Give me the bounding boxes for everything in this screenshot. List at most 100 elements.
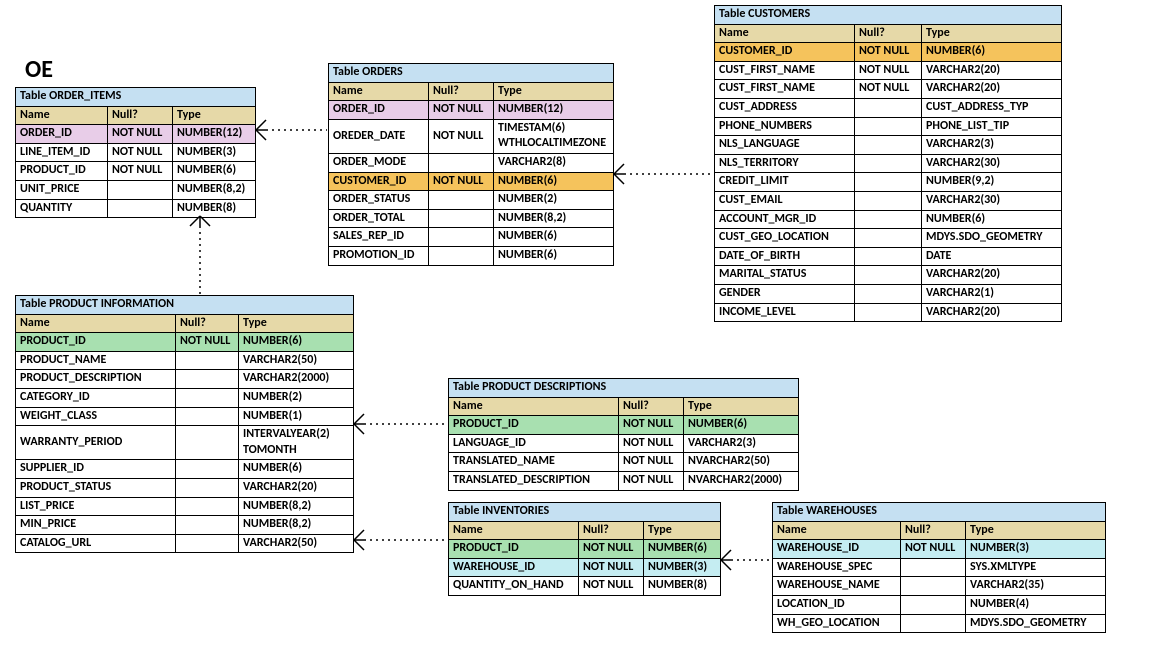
col-type: VARCHAR2(30) [922,191,1062,210]
col-null [176,460,239,479]
col-null: NOT NULL [901,540,966,559]
col-name: ORDER_TOTAL [329,209,429,228]
table-row: PRODUCT_IDNOT NULLNUMBER(6) [16,333,354,352]
col-type: INTERVALYEAR(2)TOMONTH [239,426,354,460]
col-type: NUMBER(8,2) [239,516,354,535]
col-null [901,558,966,577]
col-null: NOT NULL [429,101,494,120]
col-type: VARCHAR2(3) [684,434,799,453]
table-row: SUPPLIER_IDNUMBER(6) [16,460,354,479]
col-null [901,577,966,596]
col-type: NUMBER(2) [239,388,354,407]
table-row: ORDER_MODE VARCHAR2(8) [329,153,614,172]
col-type: NUMBER(8) [173,199,256,218]
column-header: Name [16,106,108,125]
col-name: ORDER_MODE [329,153,429,172]
col-type: VARCHAR2(20) [239,478,354,497]
col-null [429,228,494,247]
table-row: QUANTITY_ON_HANDNOT NULLNUMBER(8) [449,577,721,596]
table-row: LANGUAGE_IDNOT NULLVARCHAR2(3) [449,434,799,453]
col-type: SYS.XMLTYPE [966,558,1106,577]
table-customers: Table CUSTOMERSNameNull?TypeCUSTOMER_IDN… [714,5,1062,322]
table-row: UNIT_PRICENUMBER(8,2) [16,180,256,199]
col-name: DATE_OF_BIRTH [715,247,855,266]
table-row: ORDER_IDNOT NULLNUMBER(12) [329,101,614,120]
col-null: NOT NULL [108,143,173,162]
table-row: CUST_GEO_LOCATIONMDYS.SDO_GEOMETRY [715,229,1062,248]
column-header: Null? [579,521,644,540]
col-name: ORDER_ID [329,101,429,120]
col-name: LIST_PRICE [16,497,176,516]
table-inventories: Table INVENTORIESNameNull?TypePRODUCT_ID… [448,502,721,596]
col-type: VARCHAR2(20) [922,266,1062,285]
table-row: MARITAL_STATUS VARCHAR2(20) [715,266,1062,285]
col-null: NOT NULL [579,540,644,559]
col-name: NLS_TERRITORY [715,154,855,173]
table-row: WAREHOUSE_NAMEVARCHAR2(35) [773,577,1106,596]
col-null: NOT NULL [619,453,684,472]
column-header: Type [966,521,1106,540]
col-null [176,351,239,370]
column-header: Name [449,397,619,416]
column-header: Null? [619,397,684,416]
col-null [855,284,922,303]
col-null [176,426,239,460]
table-row: SALES_REP_IDNUMBER(6) [329,228,614,247]
col-type: NUMBER(6) [494,172,614,191]
col-type: NUMBER(6) [684,416,799,435]
col-type: NUMBER(9,2) [922,173,1062,192]
table-row: CUST_EMAILVARCHAR2(30) [715,191,1062,210]
col-name: INCOME_LEVEL [715,303,855,322]
col-null [176,407,239,426]
table-title: Table ORDER_ITEMS [16,88,256,107]
table-title: Table ORDERS [329,64,614,83]
col-null [855,117,922,136]
table-orders: Table ORDERSNameNull?TypeORDER_IDNOT NUL… [328,63,614,266]
col-null: NOT NULL [108,125,173,144]
table-row: CATEGORY_ID NUMBER(2) [16,388,354,407]
table-row: PRODUCT_DESCRIPTIONVARCHAR2(2000) [16,370,354,389]
col-type: NUMBER(3) [966,540,1106,559]
col-type: VARCHAR2(8) [494,153,614,172]
col-name: CUST_ADDRESS [715,98,855,117]
table-row: LIST_PRICENUMBER(8,2) [16,497,354,516]
column-header: Null? [855,24,922,43]
col-name: SUPPLIER_ID [16,460,176,479]
col-type: VARCHAR2(20) [922,80,1062,99]
table-row: ACCOUNT_MGR_IDNUMBER(6) [715,210,1062,229]
col-null: NOT NULL [429,119,494,153]
col-name: CATEGORY_ID [16,388,176,407]
col-name: PRODUCT_DESCRIPTION [16,370,176,389]
col-name: MIN_PRICE [16,516,176,535]
table-row: ORDER_IDNOT NULLNUMBER(12) [16,125,256,144]
col-null: NOT NULL [619,416,684,435]
column-header: Name [16,314,176,333]
col-name: PROMOTION_ID [329,246,429,265]
col-name: MARITAL_STATUS [715,266,855,285]
col-type: NUMBER(12) [494,101,614,120]
col-type: NUMBER(6) [494,246,614,265]
col-type: NUMBER(6) [173,162,256,181]
col-name: CATALOG_URL [16,534,176,553]
column-header: Name [715,24,855,43]
col-name: QUANTITY_ON_HAND [449,577,579,596]
table-row: WH_GEO_LOCATIONMDYS.SDO_GEOMETRY [773,614,1106,633]
col-type: VARCHAR2(30) [922,154,1062,173]
schema-title: OE [25,55,53,84]
col-null [108,199,173,218]
col-type: MDYS.SDO_GEOMETRY [966,614,1106,633]
col-name: NLS_LANGUAGE [715,136,855,155]
table-row: PRODUCT_IDNOT NULLNUMBER(6) [449,416,799,435]
col-type: VARCHAR2(20) [922,61,1062,80]
col-null [855,210,922,229]
col-null [901,614,966,633]
table-row: CUST_FIRST_NAMENOT NULLVARCHAR2(20) [715,80,1062,99]
table-row: PRODUCT_IDNOT NULLNUMBER(6) [449,540,721,559]
col-name: PHONE_NUMBERS [715,117,855,136]
col-name: SALES_REP_ID [329,228,429,247]
col-null: NOT NULL [855,80,922,99]
table-product_information: Table PRODUCT INFORMATIONNameNull?TypePR… [15,295,354,553]
column-header: Name [773,521,901,540]
col-type: NUMBER(12) [173,125,256,144]
col-null [855,229,922,248]
